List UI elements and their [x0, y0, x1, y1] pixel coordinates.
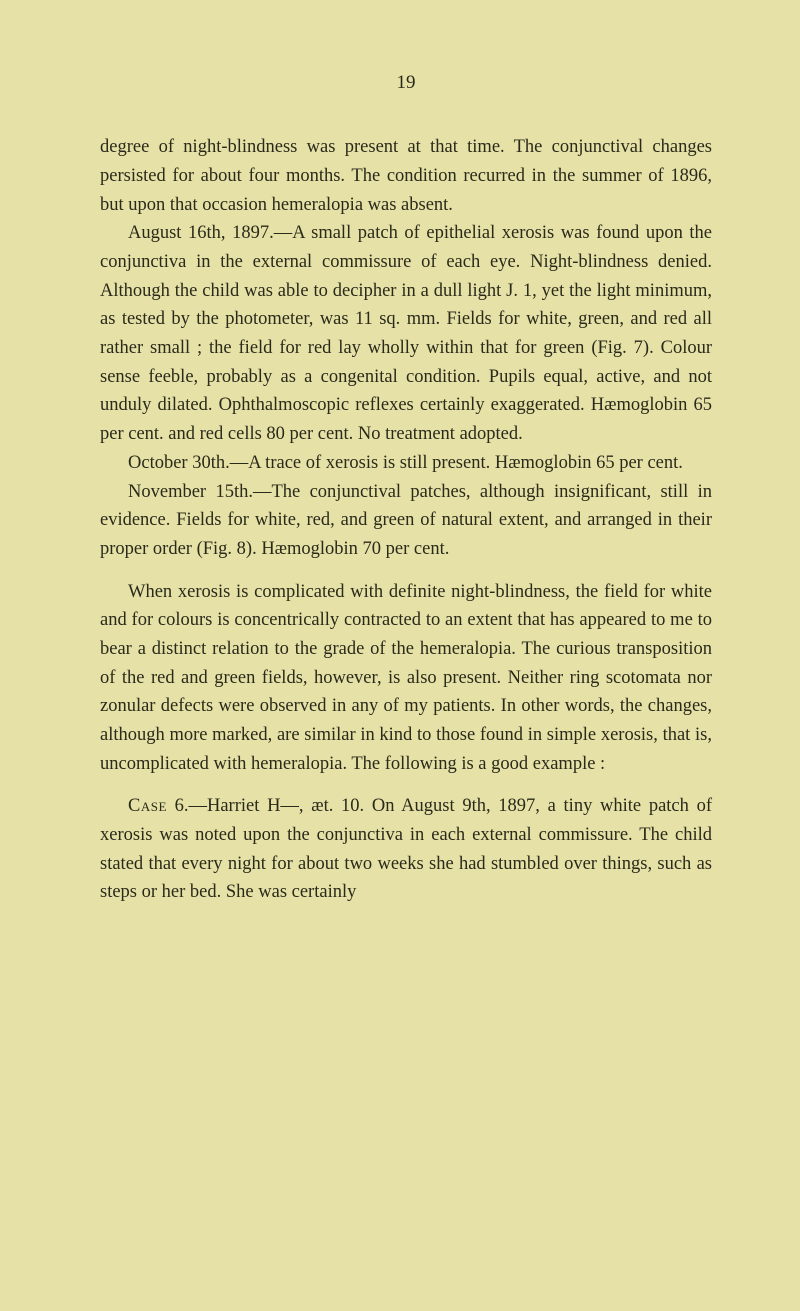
case-label: Case [128, 796, 167, 816]
paragraph-5: When xerosis is complicated with definit… [100, 578, 712, 779]
paragraph-2: August 16th, 1897.—A small patch of epit… [100, 219, 712, 448]
page-number: 19 [100, 68, 712, 97]
document-page: 19 degree of night-blindness was present… [0, 0, 800, 967]
paragraph-6: Case 6.—Harriet H—, æt. 10. On August 9t… [100, 792, 712, 907]
paragraph-3: October 30th.—A trace of xerosis is stil… [100, 449, 712, 478]
paragraph-6-rest: 6.—Harriet H—, æt. 10. On August 9th, 18… [100, 796, 712, 902]
paragraph-1: degree of night-blindness was present at… [100, 133, 712, 219]
paragraph-4: November 15th.—The conjunctival patches,… [100, 478, 712, 564]
